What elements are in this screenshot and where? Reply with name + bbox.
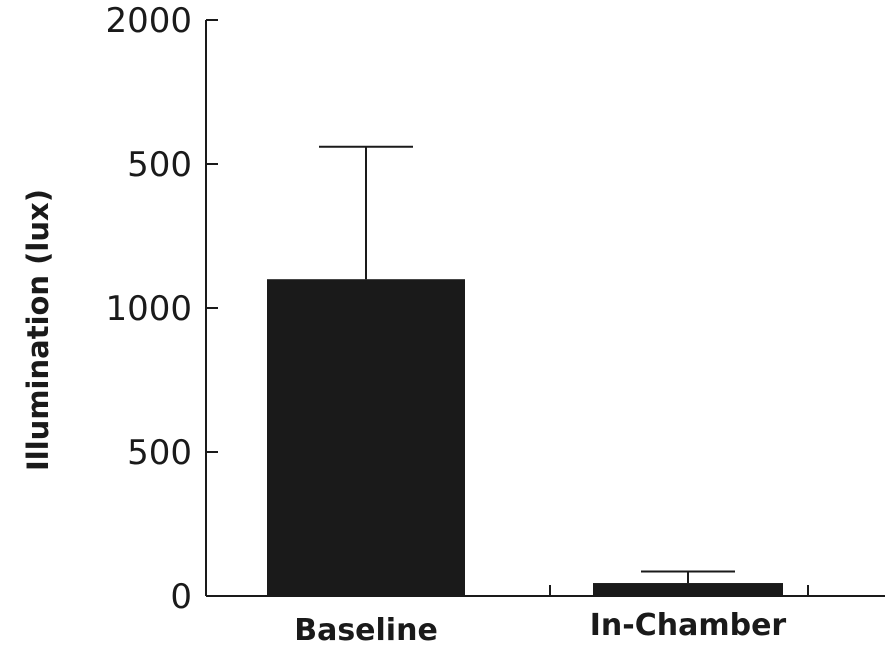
y-tick-label: 500 [127, 145, 192, 185]
x-ticks [549, 585, 809, 596]
error-bars [319, 145, 735, 584]
y-tick-label: 500 [127, 433, 192, 473]
bar-in-chamber [593, 583, 783, 596]
bar-baseline [267, 279, 465, 596]
category-labels: Baseline In-Chamber [294, 608, 786, 645]
y-ticks: 0 500 1000 500 2000 [105, 1, 218, 617]
bars [267, 279, 783, 596]
y-tick-label: 2000 [105, 1, 192, 41]
y-tick-label: 0 [170, 577, 192, 617]
y-axis-title: Illumination (lux) [21, 189, 55, 471]
category-label-baseline: Baseline [294, 613, 438, 645]
category-label-in-chamber: In-Chamber [590, 608, 787, 643]
y-tick-label: 1000 [105, 289, 192, 329]
